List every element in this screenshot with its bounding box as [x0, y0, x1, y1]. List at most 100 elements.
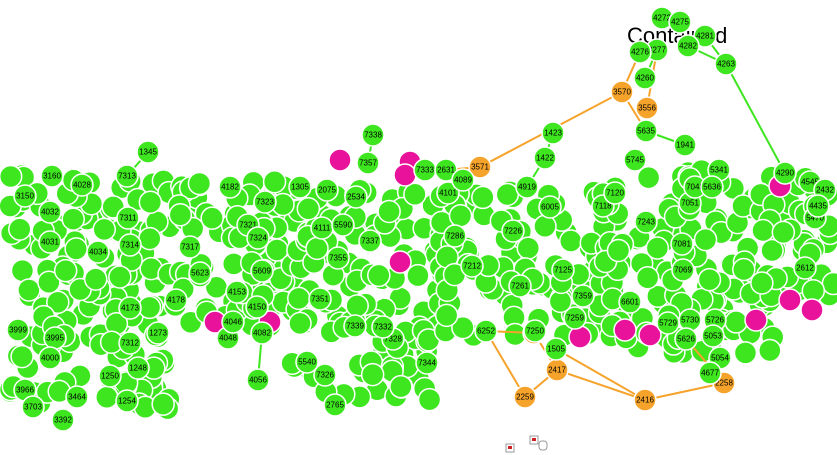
node-label: 7333 [416, 166, 434, 175]
node: 1250 [98, 364, 122, 388]
node-circle [634, 210, 658, 234]
node-label: 4031 [41, 238, 59, 247]
node: 2631 [434, 158, 458, 182]
node-label: 5729 [659, 319, 677, 328]
node-label: 4290 [776, 169, 794, 178]
node-circle [474, 319, 498, 343]
node-circle [70, 173, 94, 197]
background-node [61, 207, 85, 231]
node-circle [635, 96, 659, 120]
node: 4282 [676, 34, 700, 58]
background-node [46, 290, 70, 315]
edge [555, 348, 646, 401]
node-circle [603, 181, 627, 205]
node-circle [246, 368, 270, 392]
edge [725, 63, 786, 174]
node: 4150 [245, 295, 269, 319]
node-label: 2258 [715, 379, 733, 388]
node-label: 3571 [471, 163, 489, 172]
background-node [262, 169, 287, 194]
node-label: 2416 [636, 396, 654, 405]
magenta-node [613, 318, 637, 342]
edge [644, 382, 725, 401]
node: 7326 [313, 363, 337, 387]
background-node [138, 190, 163, 214]
background-node [417, 387, 442, 412]
node: 6005 [538, 195, 562, 219]
node-circle [65, 385, 89, 409]
node: 7048 [683, 175, 707, 199]
background-node [287, 286, 311, 311]
node-circle [701, 324, 725, 348]
node-label: 7048 [686, 183, 704, 192]
node: 7313 [115, 164, 139, 188]
node: 4275 [668, 10, 692, 34]
node-circle [308, 287, 332, 311]
node-circle [623, 148, 647, 172]
node-circle [178, 235, 202, 259]
node: 3160 [40, 164, 64, 188]
background-node [92, 217, 116, 242]
node-circle [700, 175, 724, 199]
node-circle [698, 361, 722, 385]
node-label: 4032 [41, 208, 59, 217]
node-circle [218, 175, 242, 199]
node-circle [98, 364, 122, 388]
icon[interactable] [538, 440, 548, 451]
node-label: 1422 [536, 154, 554, 163]
background-node [697, 267, 722, 292]
node-label: 5053 [704, 332, 722, 341]
node-label: 7243 [637, 218, 655, 227]
magenta-node [744, 308, 768, 332]
node-circle [618, 290, 642, 314]
node-label: 7069 [674, 266, 692, 275]
node-label: 5636 [703, 183, 721, 192]
node-label: 5726 [706, 316, 724, 325]
node-label: 1273 [149, 329, 167, 338]
node-label: 4000 [41, 354, 59, 363]
node-label: 4150 [248, 303, 266, 312]
node: 4082 [250, 321, 274, 345]
node-label: 4048 [219, 334, 237, 343]
node: 4173 [118, 296, 142, 320]
background-node [750, 271, 774, 295]
background-node [200, 206, 224, 230]
node-label: 1505 [547, 345, 565, 354]
node-label: 3556 [638, 104, 656, 113]
node: 7261 [508, 274, 532, 298]
node-label: 4028 [73, 181, 91, 190]
node-circle [523, 319, 547, 343]
node-label: 4056 [249, 376, 267, 385]
node-circle [313, 363, 337, 387]
node: 2075 [315, 178, 339, 202]
node-circle [38, 230, 62, 254]
background-node [53, 258, 78, 283]
node-circle [674, 327, 698, 351]
background-node [636, 165, 661, 190]
node-circle [513, 385, 537, 409]
node-label: 1305 [291, 183, 309, 192]
node-circle [188, 261, 212, 285]
node: 5730 [678, 308, 702, 332]
node: 3392 [51, 408, 75, 432]
node-circle [634, 119, 658, 143]
magenta-node [778, 288, 802, 312]
node: 1273 [146, 321, 170, 345]
node: 7212 [460, 254, 484, 278]
node: 7355 [326, 246, 350, 270]
node: 7317 [178, 235, 202, 259]
node-label: 4276 [631, 48, 649, 57]
node-circle [538, 195, 562, 219]
background-node [724, 310, 748, 334]
node-label: 4101 [439, 189, 457, 198]
background-node [693, 227, 718, 252]
node-label: 5470 [806, 214, 824, 223]
node-label: 6601 [621, 298, 639, 307]
node-circle [356, 151, 380, 175]
background-node [471, 185, 495, 210]
node: 5636 [700, 175, 724, 199]
node-label: 3150 [16, 192, 34, 201]
node-label: 5590 [334, 221, 352, 230]
background-node [645, 236, 670, 260]
node-circle [533, 146, 557, 170]
